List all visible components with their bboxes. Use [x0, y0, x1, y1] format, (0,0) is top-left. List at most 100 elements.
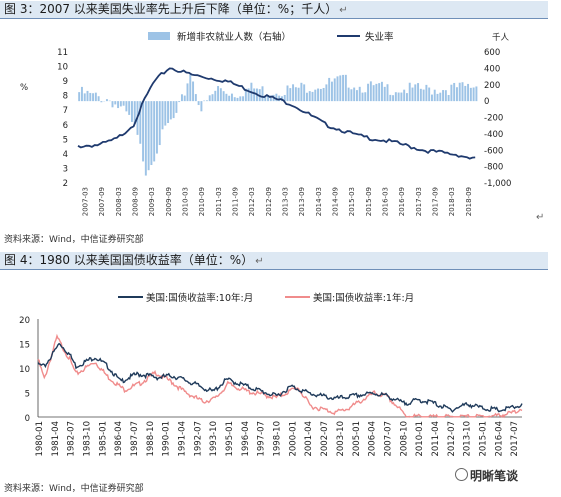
- payroll-bar: [400, 92, 403, 102]
- x-tick-label: 1992-07: [193, 421, 203, 457]
- payroll-bar: [192, 81, 195, 102]
- y-tick-label: 20: [19, 316, 30, 326]
- y-left-tick-label: 5: [63, 135, 68, 145]
- payroll-bar: [119, 101, 122, 107]
- payroll-bar: [422, 89, 425, 102]
- payroll-bar: [225, 93, 228, 102]
- payroll-bar: [86, 90, 89, 102]
- payroll-bar: [269, 95, 272, 102]
- figure3-title-rule: [0, 18, 548, 19]
- payroll-bar: [222, 91, 225, 102]
- x-tick-label: 2018-09: [465, 187, 473, 216]
- x-tick-label: 1991-04: [178, 421, 188, 457]
- figure4-title-rule: [0, 269, 548, 270]
- payroll-bar: [414, 84, 417, 102]
- payroll-bar: [189, 74, 192, 102]
- payroll-bar: [430, 94, 433, 102]
- payroll-bar: [461, 82, 464, 102]
- unemployment-line: [77, 67, 476, 160]
- figure4-chart: 0 5 10 15 20 美国:国债收益率:10年:月 美国:国债收益率:1年:月 1980-…: [19, 292, 523, 457]
- payroll-bar: [78, 92, 81, 102]
- x-tick-label: 1988-10: [146, 421, 156, 457]
- payroll-bar: [317, 88, 320, 102]
- payroll-bar: [253, 88, 256, 102]
- x-tick-label: 2015-09: [365, 187, 373, 216]
- y-left-tick-label: 9: [63, 77, 68, 87]
- y-tick-label: 5: [25, 390, 30, 400]
- y-right-tick-label: -200: [484, 114, 503, 124]
- payroll-bar: [194, 94, 197, 102]
- payroll-bar: [361, 92, 364, 102]
- payroll-bar: [344, 74, 347, 102]
- y-right-tick-label: -400: [484, 130, 503, 140]
- payroll-bar: [342, 74, 345, 102]
- figure4-title: 图 4：1980 以来美国国债收益率（单位：%） ↵: [0, 252, 548, 269]
- x-tick-label: 2007-09: [98, 187, 106, 216]
- x-tick-label: 2010-09: [198, 187, 206, 216]
- wechat-icon: [455, 468, 468, 481]
- x-tick-label: 2007-07: [383, 421, 393, 457]
- y-right-unit: 千人: [492, 32, 510, 43]
- payroll-bar: [450, 84, 453, 102]
- payroll-bar: [428, 87, 431, 102]
- payroll-bar: [367, 83, 370, 102]
- payroll-bar: [261, 86, 264, 102]
- payroll-bar: [186, 83, 189, 102]
- x-tick-label: 1997-07: [257, 421, 267, 457]
- payroll-bar: [167, 101, 170, 123]
- payroll-bar: [355, 90, 358, 102]
- payroll-bar: [161, 101, 164, 130]
- payroll-bar: [372, 85, 375, 102]
- payroll-bar: [417, 83, 420, 102]
- y-right-tick-label: -1,000: [484, 179, 511, 189]
- x-tick-label: 2002-07: [320, 421, 330, 457]
- payroll-bar: [350, 89, 353, 102]
- payroll-bar: [378, 83, 381, 102]
- y-left-tick-label: 3: [63, 164, 68, 174]
- x-tick-label: 2003-10: [336, 421, 346, 457]
- y-left-tick-label: 2: [63, 179, 68, 189]
- x-tick-label: 1996-04: [241, 421, 251, 457]
- payroll-bar: [294, 87, 297, 102]
- payroll-bar: [183, 95, 186, 102]
- payroll-bar: [236, 97, 239, 102]
- payroll-bar: [133, 101, 136, 124]
- payroll-bar: [100, 101, 103, 103]
- payroll-bar: [436, 93, 439, 102]
- payroll-bar: [172, 101, 175, 119]
- y-left-tick-label: 4: [63, 150, 68, 160]
- x-tick-label: 1986-04: [114, 421, 124, 457]
- payroll-bar: [322, 87, 325, 102]
- payroll-bar: [217, 86, 220, 102]
- payroll-bar: [239, 96, 242, 102]
- payroll-bar: [469, 87, 472, 102]
- payroll-bar: [369, 81, 372, 102]
- yield-10y-line: [37, 342, 523, 413]
- payroll-bar: [347, 87, 350, 102]
- payroll-bar: [425, 84, 428, 102]
- figure3-source: 资料来源：Wind，中信证券研究部: [4, 235, 144, 245]
- x-tick-label: 2011-09: [232, 187, 240, 216]
- payroll-bar: [122, 101, 125, 106]
- payroll-bar: [455, 87, 458, 102]
- x-tick-label: 2015-01: [478, 421, 488, 457]
- payroll-bar: [289, 88, 292, 102]
- payroll-bar: [292, 84, 295, 102]
- x-tick-label: 1985-01: [98, 421, 108, 457]
- payroll-bar: [203, 100, 206, 102]
- x-tick-label: 2008-03: [115, 187, 123, 216]
- payroll-bar: [305, 92, 308, 102]
- y-right-tick-label: 400: [484, 64, 500, 74]
- payroll-bar: [83, 93, 86, 102]
- payroll-bar: [328, 77, 331, 102]
- x-tick-label: 2013-03: [282, 187, 290, 216]
- payroll-bar: [275, 93, 278, 102]
- x-tick-label: 1987-07: [130, 421, 140, 457]
- x-tick-label: 2017-07: [510, 421, 520, 457]
- x-tick-label: 2009-03: [148, 187, 156, 216]
- payroll-bar: [447, 94, 450, 102]
- payroll-bar: [408, 82, 411, 102]
- payroll-bar: [458, 82, 461, 102]
- payroll-bar: [175, 101, 178, 113]
- payroll-bar: [297, 87, 300, 102]
